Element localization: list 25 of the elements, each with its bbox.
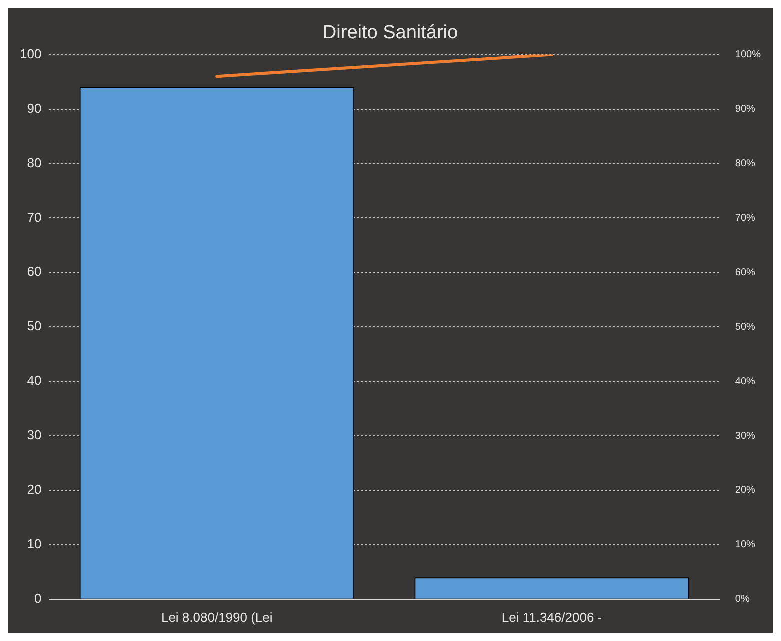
x-tick-label: Lei 11.346/2006 -	[502, 610, 602, 625]
y2-tick-label: 70%	[735, 212, 756, 224]
y-tick-label: 50	[27, 318, 42, 334]
y-tick-label: 40	[27, 373, 42, 388]
y-tick-label: 20	[27, 482, 42, 498]
y2-tick-label: 50%	[735, 322, 756, 333]
y2-tick-label: 60%	[735, 267, 756, 278]
y2-tick-label: 40%	[735, 376, 756, 388]
y-tick-label: 0	[34, 590, 42, 606]
y2-tick-label: 30%	[735, 430, 756, 442]
y-tick-label: 70	[27, 210, 42, 225]
y-tick-label: 100	[20, 46, 42, 62]
y-tick-label: 60	[27, 264, 42, 280]
y2-tick-label: 90%	[735, 104, 756, 116]
y2-tick-label: 20%	[735, 485, 756, 496]
x-tick-label: Lei 8.080/1990 (Lei	[161, 610, 273, 625]
y2-tick-label: 100%	[735, 50, 762, 61]
y2-tick-label: 10%	[735, 540, 756, 551]
y-tick-label: 30	[27, 428, 42, 443]
y2-tick-label: 0%	[735, 594, 750, 606]
y-tick-label: 10	[27, 536, 42, 552]
y-tick-label: 80	[27, 155, 42, 170]
y-tick-label: 90	[27, 100, 42, 116]
chart-title: Direito Sanitário	[322, 22, 458, 44]
y2-tick-label: 80%	[735, 158, 756, 170]
